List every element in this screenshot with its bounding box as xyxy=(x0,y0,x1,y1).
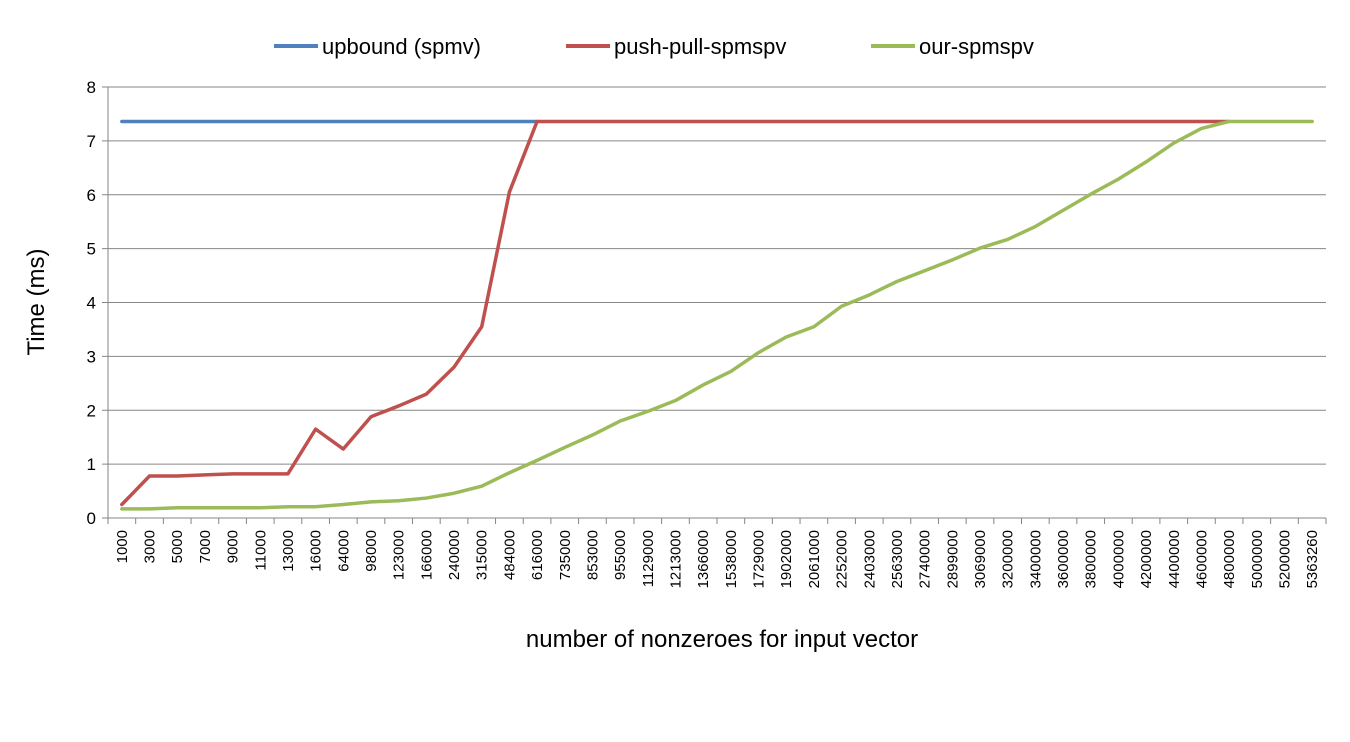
y-axis-ticks: 0 1 2 3 4 5 6 7 8 xyxy=(87,78,96,528)
x-tick-label: 735000 xyxy=(557,530,574,580)
x-tick-label: 4200000 xyxy=(1138,530,1155,588)
y-axis-title: Time (ms) xyxy=(23,248,50,355)
x-tick-label: 64000 xyxy=(335,530,352,572)
x-tick-label: 5363260 xyxy=(1304,530,1321,588)
x-tick-label: 4800000 xyxy=(1221,530,1238,588)
x-tick-label: 13000 xyxy=(280,530,297,572)
gridlines xyxy=(108,86,1326,465)
legend-label-0: upbound (spmv) xyxy=(322,34,481,59)
plot-area xyxy=(102,86,1327,524)
legend-label-1: push-pull-spmspv xyxy=(614,34,786,59)
x-tick-label: 2061000 xyxy=(806,530,823,588)
x-tick-label: 11000 xyxy=(252,530,269,571)
x-tick-label: 2252000 xyxy=(834,530,851,588)
x-tick-label: 5000 xyxy=(169,530,186,563)
x-tick-label: 1538000 xyxy=(723,530,740,588)
x-tick-label: 16000 xyxy=(308,530,325,572)
x-tick-label: 484000 xyxy=(501,530,518,580)
y-tick-label: 7 xyxy=(87,132,96,151)
y-tick-label: 8 xyxy=(87,78,96,97)
x-tick-label: 2899000 xyxy=(944,530,961,588)
x-tick-label: 1129000 xyxy=(640,530,657,587)
y-tick-label: 1 xyxy=(87,455,96,474)
x-tick-label: 3069000 xyxy=(972,530,989,588)
x-tick-label: 9000 xyxy=(225,530,242,563)
y-tick-label: 4 xyxy=(87,294,96,313)
y-tick-label: 2 xyxy=(87,401,96,420)
x-tick-label: 616000 xyxy=(529,530,546,580)
series-line-1 xyxy=(120,119,1231,507)
x-tick-label: 4000000 xyxy=(1110,530,1127,588)
x-tick-label: 98000 xyxy=(363,530,380,572)
x-tick-label: 3200000 xyxy=(1000,530,1017,588)
x-tick-label: 3600000 xyxy=(1055,530,1072,588)
y-tick-label: 3 xyxy=(87,347,96,366)
x-tick-label: 7000 xyxy=(197,530,214,563)
x-tick-label: 240000 xyxy=(446,530,463,580)
x-tick-label: 1213000 xyxy=(667,530,684,588)
x-tick-label: 1902000 xyxy=(778,530,795,588)
x-axis-ticks: 1000 3000 5000 7000 9000 11000 13000 16000 64000… xyxy=(114,530,1321,588)
x-tick-label: 3000 xyxy=(142,530,159,563)
x-tick-label: 315000 xyxy=(474,530,491,580)
x-tick-label: 2563000 xyxy=(889,530,906,588)
x-tick-label: 4400000 xyxy=(1166,530,1183,588)
x-tick-label: 5200000 xyxy=(1276,530,1293,588)
y-tick-label: 6 xyxy=(87,186,96,205)
legend: upbound (spmv) push-pull-spmspv our-spmspv xyxy=(274,34,1034,59)
y-tick-label: 0 xyxy=(87,509,96,528)
x-tick-label: 2403000 xyxy=(861,530,878,588)
series-lines xyxy=(120,119,1314,511)
legend-label-2: our-spmspv xyxy=(919,34,1034,59)
x-tick-label: 3800000 xyxy=(1083,530,1100,588)
x-tick-label: 1000 xyxy=(114,530,131,563)
x-axis-title: number of nonzeroes for input vector xyxy=(526,626,918,653)
x-tick-label: 123000 xyxy=(391,530,408,580)
x-tick-label: 1729000 xyxy=(751,530,768,588)
x-tick-label: 853000 xyxy=(584,530,601,580)
x-tick-label: 3400000 xyxy=(1027,530,1044,588)
x-tick-label: 2740000 xyxy=(917,530,934,588)
x-tick-label: 1366000 xyxy=(695,530,712,588)
x-tick-label: 166000 xyxy=(418,530,435,580)
y-tick-label: 5 xyxy=(87,240,96,259)
x-tick-label: 4600000 xyxy=(1193,530,1210,588)
x-tick-label: 955000 xyxy=(612,530,629,580)
series-line-2 xyxy=(120,119,1314,511)
x-tick-label: 5000000 xyxy=(1249,530,1266,588)
